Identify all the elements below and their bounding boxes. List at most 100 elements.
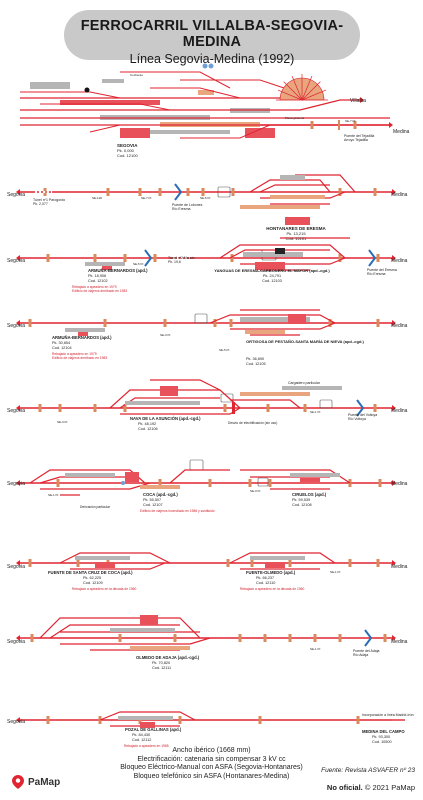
signal-post [338,254,342,262]
signal-post [373,188,377,196]
station-building [60,100,160,105]
turntable-ray [277,89,303,101]
direction-medina-2: Medina [391,192,408,198]
level-crossing-box [217,186,231,198]
depot-label: Cocheras [130,73,143,77]
station-name-segovia: SEGOVIA [117,143,138,148]
signal-post [266,404,270,412]
platform [290,473,340,477]
station-name-coca: COCA (apd.-cgd.) [143,492,178,497]
direction-segovia-9: Segovia [7,719,25,725]
pamap-logo: PaMap [12,775,60,789]
direction-arrow [16,560,20,566]
license-strong: No oficial. [326,783,363,792]
station-code-segovia: Cod. 12100 [117,153,138,158]
track-siding [209,314,336,324]
station-name-ciruelos: CIRUELOS (apd.) [292,492,327,497]
signal-se1-5: SE-1 Pr. [310,410,321,414]
signal-post [208,479,212,487]
signal-se3-4: SE-3 Pr. [160,333,171,337]
signal-post [376,254,380,262]
loading-dock: Cargadero particular [288,381,321,385]
station-name-olmedo: OLMEDO DE ADAJA (apd.-cgd.) [136,655,200,660]
platform [150,130,230,134]
direction-segovia-3: Segovia [7,258,25,264]
signal-post [123,254,127,262]
signal-post [118,634,122,642]
station-building [160,386,178,396]
river-bridge-icon [144,249,153,267]
river-eresma-2: Río Eresma [367,272,386,276]
signal-post [58,404,62,412]
station-name-fuente-olmedo: FUENTE-OLMEDO (apd.) [246,570,296,575]
signal-post [46,716,50,724]
station-building [300,478,320,482]
warehouse [245,330,285,334]
station-name-medina: MEDINA DEL CAMPO [362,729,405,734]
station-code-fuente-olmedo: Cod. 12110 [256,581,275,585]
station-building [95,562,115,568]
station-code-ahusin: Cod. 12102 [88,279,108,283]
station-note-coca: Edificio de viajeros incendiado en 1986 … [140,509,215,513]
signal-post [288,559,292,567]
station-pk-segovia: Pk. 0,000 [117,148,135,153]
platform [118,716,173,720]
direction-arrow [16,255,20,261]
station-building [288,314,306,324]
direction-medina-6: Medina [391,481,408,487]
signal-post [163,319,167,327]
signal-se1-6: SE-1 Pr. [48,493,59,497]
track-siding [120,71,231,89]
track-siding [180,124,271,139]
level-crossing-box [189,459,204,471]
station-pk-armuna: Pk. 30,654 [52,341,70,345]
direction-medina-8: Medina [391,639,408,645]
level-crossing-box [220,393,234,403]
station-code-fuente-coca: Cod. 12109 [83,581,103,585]
direction-arrow [360,97,364,103]
station-code-armuna: Cod. 12104 [52,346,72,350]
direction-arrow [16,635,20,641]
station-building [140,722,155,728]
bridge-marker [338,120,340,130]
signal-post [229,319,233,327]
station-name-fuente-coca: FUENTE DE SANTA CRUZ DE COCA (apd.) [48,570,133,575]
signal-post [238,634,242,642]
junction-madrid-irun: Incorporación a línea Madrid-Irún [362,713,414,717]
electrification-post [232,402,235,414]
direction-arrow [16,320,20,326]
river-adaja: Río Adaja [353,653,368,657]
station-name-ortigosa: ORTIGOSA DE PESTAÑO-SANTA MARÍA DE NIEVA… [246,339,365,344]
signal-se5-2: SE-5 Pr. [200,196,211,200]
direction-arrow [392,255,396,261]
river-bridge-icon [174,183,183,201]
track-siding [249,179,331,193]
signal-post [258,716,262,724]
signal-post [310,121,314,129]
station-code-pozal: Cod. 12112 [132,738,151,742]
signal-post [201,188,205,196]
signal-post [378,479,382,487]
signal-post [376,319,380,327]
station-note-ahusin: Rebajado a apeadero en 1979 Edificio de v… [72,285,127,293]
track-siding [40,103,171,111]
turntable-small-icon [84,87,90,93]
gauge-note: Ancho ibérico (1668 mm) [172,747,251,754]
signal-cabin [275,248,285,254]
technical-notes: Ancho ibérico (1668 mm) Electrificación:… [100,747,323,781]
platform [250,556,305,560]
tunnel-1: Túnel nº1 Parogordo [33,198,65,202]
track-siding [230,322,336,330]
direction-medina-7: Medina [391,564,408,570]
station-pk-olmedo: Pk. 70,820 [152,661,170,665]
signal-se5-4: SE-5 Pr. [219,348,230,352]
station-pk-nava: Pk. 48,192 [138,422,156,426]
private-siding: Derivación particular [80,505,111,509]
water-tank-icon [208,63,214,69]
direction-segovia-5: Segovia [7,408,25,414]
signal-post [383,634,387,642]
direction-villalba: Villalba [350,98,366,104]
track-siding [230,399,301,409]
track-siding [295,174,356,193]
signal-post [123,404,127,412]
